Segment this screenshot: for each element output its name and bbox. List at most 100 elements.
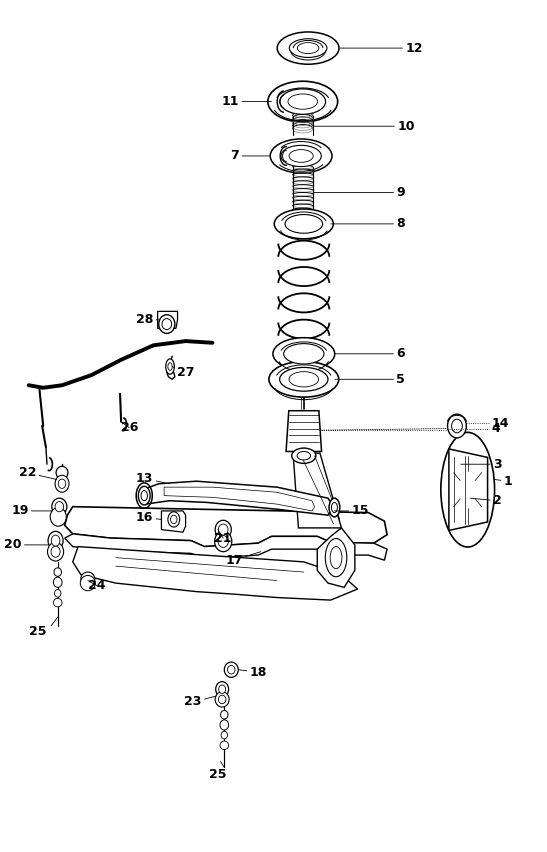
Text: 8: 8 <box>331 217 405 230</box>
Text: 13: 13 <box>136 472 170 485</box>
Text: 14: 14 <box>492 417 509 430</box>
Ellipse shape <box>168 363 172 371</box>
Ellipse shape <box>218 695 226 704</box>
Ellipse shape <box>220 711 228 719</box>
Ellipse shape <box>166 359 174 374</box>
Polygon shape <box>317 528 355 587</box>
Text: 25: 25 <box>30 625 47 638</box>
Ellipse shape <box>162 319 172 330</box>
Text: 17: 17 <box>225 552 261 567</box>
Ellipse shape <box>220 720 229 730</box>
Ellipse shape <box>59 479 66 488</box>
Ellipse shape <box>459 471 476 508</box>
Text: 24: 24 <box>88 579 106 592</box>
Ellipse shape <box>280 367 328 391</box>
Polygon shape <box>161 511 185 532</box>
Ellipse shape <box>447 414 467 438</box>
Text: 21: 21 <box>214 530 232 544</box>
Text: 19: 19 <box>11 504 53 517</box>
Ellipse shape <box>274 209 333 239</box>
Polygon shape <box>158 311 178 328</box>
Polygon shape <box>286 411 322 452</box>
Ellipse shape <box>215 692 229 707</box>
Text: 15: 15 <box>334 504 369 517</box>
Ellipse shape <box>56 466 68 479</box>
Ellipse shape <box>273 337 335 370</box>
Text: 3: 3 <box>461 458 502 470</box>
Text: 5: 5 <box>335 373 405 386</box>
Ellipse shape <box>214 532 232 552</box>
Ellipse shape <box>221 731 228 739</box>
Ellipse shape <box>450 460 480 520</box>
Ellipse shape <box>55 475 69 492</box>
Ellipse shape <box>55 502 63 512</box>
Polygon shape <box>140 481 333 515</box>
Ellipse shape <box>51 535 60 546</box>
Ellipse shape <box>48 532 63 550</box>
Text: 20: 20 <box>4 538 49 551</box>
Ellipse shape <box>289 38 327 57</box>
Ellipse shape <box>224 662 238 677</box>
Text: 16: 16 <box>136 511 161 524</box>
Ellipse shape <box>277 32 339 64</box>
Ellipse shape <box>285 215 323 233</box>
Polygon shape <box>449 449 487 531</box>
Text: 22: 22 <box>19 466 57 480</box>
Ellipse shape <box>52 498 67 515</box>
Ellipse shape <box>228 665 235 674</box>
Polygon shape <box>73 547 358 600</box>
Polygon shape <box>65 507 387 547</box>
Ellipse shape <box>218 524 228 535</box>
Ellipse shape <box>284 343 324 364</box>
Polygon shape <box>65 534 387 560</box>
Text: 4: 4 <box>492 422 501 435</box>
Ellipse shape <box>329 498 340 517</box>
Ellipse shape <box>54 577 62 587</box>
Ellipse shape <box>81 572 95 585</box>
Text: 6: 6 <box>335 348 405 360</box>
Text: 10: 10 <box>313 120 415 133</box>
Ellipse shape <box>268 81 337 122</box>
Polygon shape <box>293 453 341 528</box>
Ellipse shape <box>159 314 175 333</box>
Ellipse shape <box>220 741 229 750</box>
Ellipse shape <box>280 89 325 114</box>
Text: 11: 11 <box>222 95 271 108</box>
Ellipse shape <box>269 361 339 397</box>
Ellipse shape <box>54 567 61 576</box>
Ellipse shape <box>171 515 177 524</box>
Ellipse shape <box>216 682 229 697</box>
Ellipse shape <box>330 547 342 568</box>
Ellipse shape <box>288 94 317 109</box>
Text: 18: 18 <box>238 665 267 679</box>
Ellipse shape <box>452 419 462 433</box>
Ellipse shape <box>55 590 61 597</box>
Text: 12: 12 <box>340 42 423 55</box>
Ellipse shape <box>331 503 337 513</box>
Ellipse shape <box>281 146 321 166</box>
Ellipse shape <box>456 472 474 508</box>
Ellipse shape <box>219 685 225 694</box>
Ellipse shape <box>51 546 60 557</box>
Text: 27: 27 <box>172 366 194 379</box>
Ellipse shape <box>292 448 316 463</box>
Text: 9: 9 <box>313 186 405 199</box>
Ellipse shape <box>50 508 66 527</box>
Ellipse shape <box>138 486 150 505</box>
Ellipse shape <box>452 456 484 524</box>
Text: 7: 7 <box>231 149 271 163</box>
Ellipse shape <box>54 598 62 607</box>
Text: 28: 28 <box>136 314 159 326</box>
Ellipse shape <box>297 452 311 460</box>
Ellipse shape <box>80 575 95 590</box>
Ellipse shape <box>270 139 332 173</box>
Ellipse shape <box>289 371 318 387</box>
Ellipse shape <box>168 512 180 527</box>
Ellipse shape <box>298 43 319 54</box>
Ellipse shape <box>325 538 347 577</box>
Ellipse shape <box>289 150 313 163</box>
Ellipse shape <box>215 521 231 539</box>
Text: 26: 26 <box>120 421 138 435</box>
Ellipse shape <box>141 491 148 501</box>
Text: 1: 1 <box>494 475 513 487</box>
